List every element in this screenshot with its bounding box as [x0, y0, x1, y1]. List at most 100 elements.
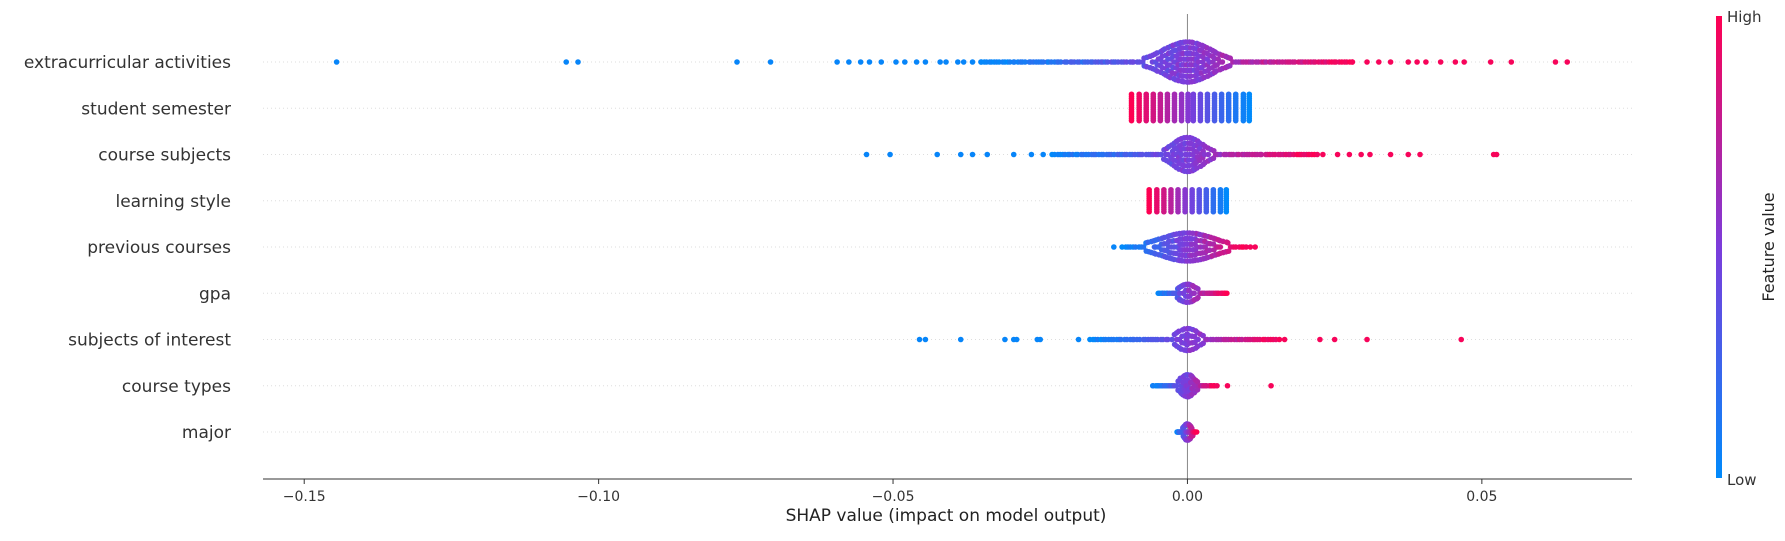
data-point	[1487, 59, 1494, 65]
data-point	[1218, 117, 1225, 124]
data-points	[333, 39, 1571, 443]
data-point	[1387, 59, 1394, 65]
data-point	[1191, 382, 1198, 389]
data-point	[1154, 208, 1160, 215]
data-point	[955, 59, 961, 65]
data-point	[1169, 336, 1175, 343]
data-point	[1203, 208, 1210, 215]
feature-label: course subjects	[98, 146, 231, 166]
data-point	[1247, 244, 1254, 250]
data-point	[1075, 336, 1082, 343]
data-point	[1508, 59, 1515, 65]
data-point	[863, 151, 870, 158]
data-point	[1164, 117, 1171, 124]
data-point	[1195, 294, 1201, 301]
data-point	[1405, 151, 1412, 158]
data-point	[1276, 336, 1283, 343]
data-point	[1358, 151, 1364, 158]
data-point	[984, 151, 991, 158]
row-guides	[263, 61, 1632, 433]
data-point	[1414, 59, 1420, 65]
data-point	[1317, 336, 1323, 343]
data-point	[1458, 336, 1465, 343]
data-point	[1172, 290, 1178, 297]
data-point	[1182, 208, 1188, 215]
data-point	[1314, 151, 1321, 158]
data-point	[1376, 59, 1382, 65]
data-point	[1225, 248, 1232, 254]
data-point	[1063, 59, 1070, 65]
data-point	[1210, 208, 1217, 215]
data-point	[1205, 151, 1212, 158]
data-point	[937, 59, 943, 65]
data-point	[969, 59, 976, 65]
data-point	[1206, 247, 1213, 253]
data-point	[1217, 151, 1224, 158]
feature-label: student semester	[81, 99, 231, 119]
data-point	[1190, 117, 1197, 124]
data-point	[1185, 117, 1191, 124]
data-point	[1349, 59, 1356, 65]
data-point	[1175, 208, 1181, 215]
data-point	[1193, 429, 1200, 435]
data-point	[913, 59, 920, 65]
data-point	[333, 59, 340, 65]
data-point	[1423, 59, 1429, 65]
data-point	[1195, 336, 1201, 343]
data-point	[1552, 59, 1559, 65]
x-tick-label: −0.15	[283, 489, 326, 505]
data-point	[960, 59, 967, 65]
data-point	[902, 59, 908, 65]
data-point	[1334, 151, 1341, 158]
data-point	[1331, 336, 1338, 343]
data-point	[1013, 336, 1020, 343]
data-point	[1227, 62, 1233, 69]
colorbar-low-label: Low	[1727, 471, 1757, 489]
feature-label: extracurricular activities	[24, 53, 231, 73]
data-point	[1240, 117, 1247, 124]
data-point	[1037, 336, 1044, 343]
x-tick-label: −0.10	[577, 489, 620, 505]
data-point	[1493, 151, 1500, 158]
data-point	[916, 336, 923, 343]
data-point	[943, 59, 949, 65]
data-point	[1058, 59, 1064, 65]
data-point	[563, 59, 570, 65]
data-point	[1211, 117, 1218, 124]
data-point	[1258, 151, 1265, 158]
data-point	[922, 336, 929, 343]
data-point	[1217, 244, 1224, 250]
data-point	[1195, 286, 1201, 292]
data-point	[1437, 59, 1444, 65]
data-point	[1214, 382, 1220, 389]
data-point	[1197, 117, 1204, 124]
data-point	[1022, 59, 1028, 65]
data-point	[1367, 151, 1373, 158]
data-point	[834, 59, 840, 65]
data-point	[1417, 151, 1423, 158]
x-tick-label: −0.05	[872, 489, 915, 505]
data-point	[1040, 59, 1047, 65]
data-point	[1171, 117, 1178, 124]
data-point	[1196, 208, 1203, 215]
data-point	[1281, 336, 1288, 343]
data-point	[1204, 117, 1211, 124]
data-point	[957, 151, 964, 158]
data-point	[1130, 59, 1137, 65]
data-point	[1219, 59, 1226, 65]
data-point	[1189, 208, 1195, 215]
data-point	[1161, 208, 1167, 215]
data-point	[1104, 59, 1111, 65]
data-point	[1140, 244, 1147, 250]
data-point	[1405, 59, 1412, 65]
data-point	[1364, 59, 1370, 65]
colorbar-title: Feature value	[1759, 192, 1778, 301]
data-point	[1224, 290, 1230, 297]
data-point	[1225, 117, 1232, 124]
data-point	[1188, 73, 1194, 79]
data-point	[1452, 59, 1459, 65]
data-point	[1346, 151, 1353, 158]
data-point	[1195, 59, 1202, 65]
